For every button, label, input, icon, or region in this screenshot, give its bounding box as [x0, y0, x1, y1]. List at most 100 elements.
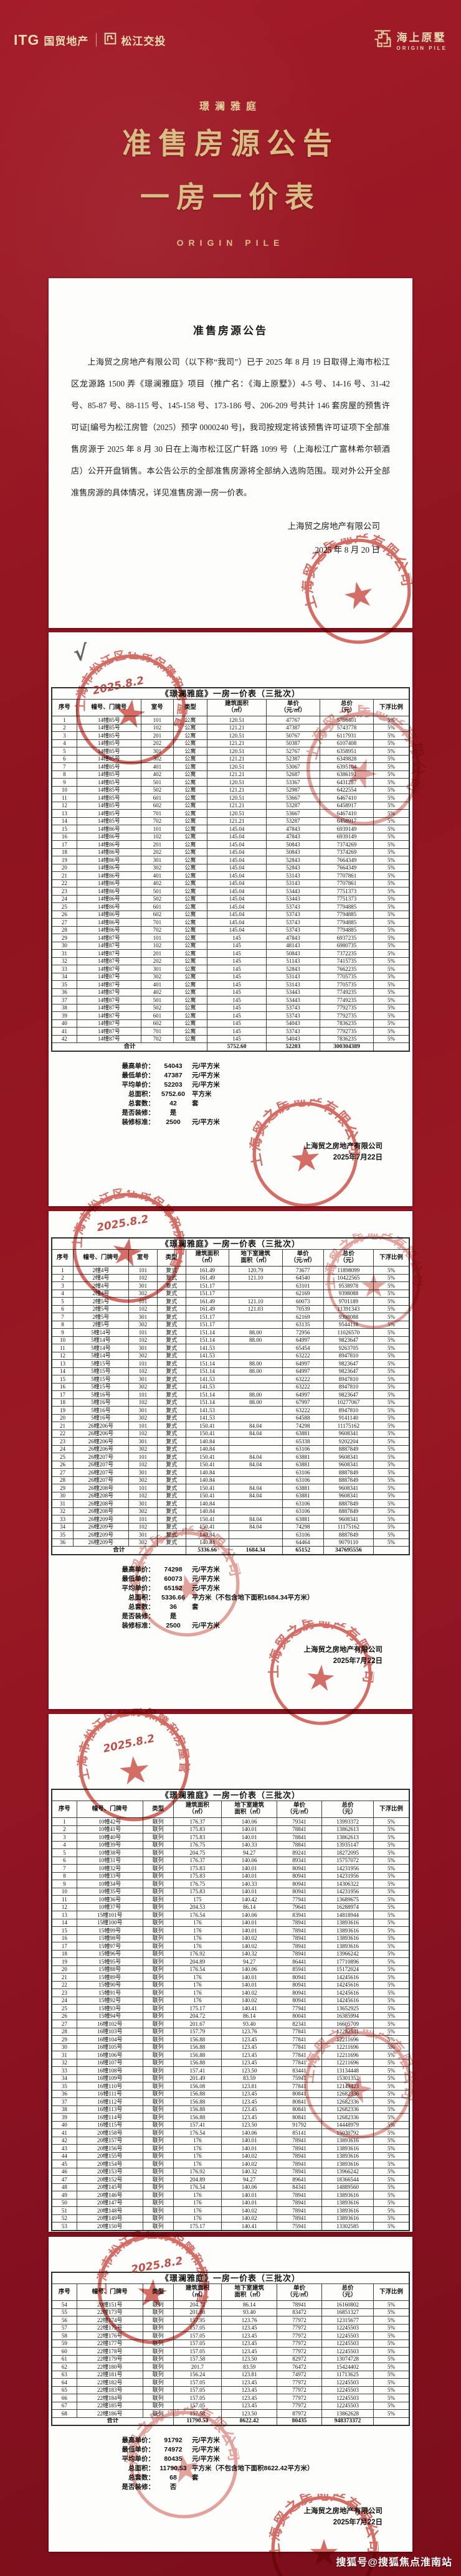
table-row: 16 5幢15号 302 复式 141.53 63222 8947810 5% — [51, 1382, 410, 1391]
summary-line: 总套数： 36 套 — [128, 1603, 199, 1611]
table-cell: 10422565 — [323, 1273, 374, 1282]
table-cell: 156.88 — [173, 2089, 222, 2098]
table-cell: 67997 — [282, 1398, 324, 1407]
table-cell: 55 — [51, 2308, 77, 2316]
table-row: 25 26幢207号 101 复式 150.41 84.04 63881 9608341 5% — [51, 1453, 410, 1461]
table-cell: 9 — [51, 1328, 74, 1337]
table-row: 38 16幢113号 联列 156.88 123.45 80841 12682336 5% — [51, 2105, 410, 2114]
table-cell: 102 — [128, 1522, 158, 1531]
table-cell: 78941 — [277, 1918, 322, 1927]
table-cell: 5% — [373, 1880, 410, 1888]
table-cell: 5幢16号 — [72, 1390, 129, 1399]
table-cell: 5% — [373, 2347, 410, 2356]
table-row: 18 14幢86号 202 公寓 145.04 50843 7374269 5% — [51, 848, 410, 856]
column-header: 地下室建筑 面积（㎡） — [221, 2283, 278, 2301]
table-cell: 联列 — [142, 2222, 174, 2231]
table-cell: 公寓 — [173, 1011, 208, 1020]
table-cell: 9608341 — [323, 1515, 374, 1524]
table-cell: 145.04 — [207, 887, 267, 896]
table-cell: 63106 — [282, 1507, 324, 1515]
table-cell: 301 — [128, 1406, 158, 1415]
table-cell: 13993372 — [321, 1817, 374, 1826]
table-cell: 25 — [51, 1453, 74, 1461]
table-cell: 42 — [51, 2136, 77, 2145]
column-header: 幢号、门牌号 — [76, 699, 141, 716]
table-cell: 联列 — [142, 2394, 174, 2402]
table-cell: 7794885 — [319, 902, 374, 911]
table-row: 37 16幢112号 联列 156.88 123.45 80841 12682336 5% — [51, 2097, 410, 2106]
table-cell: 5743778 — [319, 723, 374, 732]
table-row: 29 16幢104号 联列 156.88 123.45 77841 12211696 5% — [51, 2035, 410, 2044]
table-cell: 9 — [51, 778, 77, 787]
table-cell: 145 — [207, 980, 267, 989]
table-cell: 联列 — [142, 2191, 174, 2199]
table-cell: 5% — [373, 1515, 410, 1524]
table-cell: 54043 — [265, 1034, 320, 1043]
table-cell: 联列 — [142, 2339, 174, 2348]
table-row: 68 22幢186号 联列 157.58 123.50 87972 13862628 5% — [51, 2409, 410, 2418]
table-cell: 联列 — [142, 1880, 174, 1888]
table-sign-date: 2025年7月22日 — [333, 2519, 383, 2526]
table-cell: 145 — [207, 1003, 267, 1012]
table-cell: 9608341 — [323, 1460, 374, 1469]
price-table: 《璟澜雅庭》一房一价表（三批次） 序号 幢号、门牌号 室号 类型 建筑面积 （㎡） 地下室建… — [51, 1237, 410, 1555]
table-cell: 联列 — [142, 2323, 174, 2332]
table-cell: 8 — [51, 1871, 77, 1880]
table-cell: 14幢85号 — [76, 739, 141, 747]
summary-line: 最低单价： 47387 元/平方米 — [121, 1071, 220, 1079]
table-cell: 402 — [140, 988, 174, 996]
table-cell: 204.89 — [173, 1957, 222, 1966]
table-cell: 121.21 — [207, 801, 267, 810]
table-cell: 14245616 — [321, 1973, 374, 1982]
table-cell: 16160802 — [321, 2300, 374, 2309]
summary-line: 最高单价： 91792 元/平方米 — [121, 2437, 220, 2444]
table-cell: 701 — [140, 918, 174, 927]
table-cell: 123.45 — [221, 2378, 278, 2387]
table-cell: 联列 — [142, 2331, 174, 2340]
table-cell: 145.04 — [207, 856, 267, 864]
table-row: 48 20幢145号 联列 176.54 140.06 84341 14889560 5% — [51, 2183, 410, 2191]
table-cell: 121.21 — [207, 723, 267, 732]
table-cell: 701 — [140, 809, 174, 818]
table-cell: 26幢206号 — [72, 1437, 129, 1446]
table-cell: 44 — [51, 2152, 77, 2160]
table-row: 44 20幢155号 联列 176 140.02 78941 13893616 5% — [51, 2152, 410, 2160]
table-cell: 13893616 — [321, 2191, 374, 2199]
column-header: 总价 （元） — [319, 699, 374, 716]
table-cell: 23 — [51, 1437, 74, 1446]
table-cell: 7751373 — [319, 894, 374, 903]
table-cell: 5% — [373, 2316, 410, 2325]
table-cell: 8887849 — [323, 1476, 374, 1484]
table-cell: 复式 — [156, 1468, 186, 1477]
table-cell: 复式 — [156, 1273, 186, 1282]
table-cell: 157.05 — [173, 2323, 222, 2332]
table-cell: 123.45 — [221, 2323, 278, 2332]
table-cell: 5% — [373, 723, 410, 732]
table-row: 50 20幢147号 联列 176 140.01 78941 13893616 5% — [51, 2198, 410, 2207]
table-cell: 5% — [373, 965, 410, 973]
table-cell: 301 — [128, 1530, 158, 1539]
table-cell: 77972 — [277, 2386, 322, 2394]
table-cell: 64 — [51, 2378, 77, 2387]
table-cell: 64997 — [282, 1367, 324, 1375]
table-cell: 5幢15号 — [72, 1359, 129, 1368]
table-cell: 141.53 — [185, 1406, 229, 1415]
table-cell: 51143 — [265, 957, 320, 965]
table-cell: 5% — [373, 1856, 410, 1865]
table-cell: 联列 — [142, 2144, 174, 2153]
table-cell: 16幢113号 — [76, 2105, 143, 2114]
table-cell: 联列 — [142, 1825, 174, 1834]
table-cell: 157.79 — [173, 2027, 222, 2036]
table-cell: 联列 — [142, 1817, 174, 1826]
table-cell: 23 — [51, 1988, 77, 1997]
table-cell: 74972 — [277, 2370, 322, 2379]
table-cell: 80941 — [277, 1864, 322, 1873]
table-cell: 复式 — [156, 1375, 186, 1384]
table-cell: 80841 — [277, 2105, 322, 2114]
table-cell: 123.45 — [221, 2347, 278, 2356]
table-cell: 176.75 — [173, 1840, 222, 1849]
table-cell: 9538978 — [323, 1281, 374, 1290]
table-sign-company: 上海贸之房地产有限公司 — [303, 1142, 383, 1150]
table-cell: 204.53 — [173, 1903, 222, 1911]
table-row: 9 14幢85号 501 公寓 120.51 53367 6431287 5% — [51, 778, 410, 787]
